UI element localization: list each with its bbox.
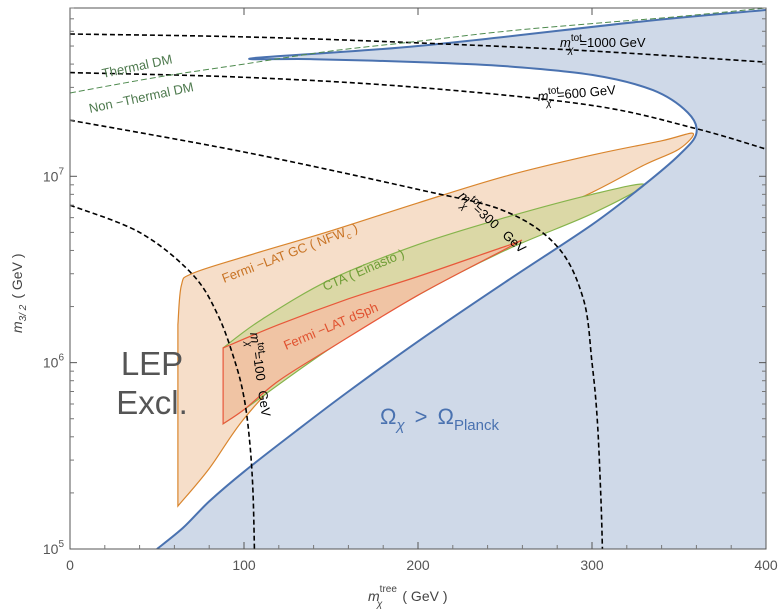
contour-mtot-1000 [70,33,766,63]
contour-mtot-300 [70,119,604,549]
omega-a-sub: χ [394,417,405,434]
label-contour-600: mtotχ=600 GeV [537,80,617,110]
label-contour-1000: mtot χ =1000 GeV [560,33,646,56]
sup: tot [548,85,560,97]
omega-b-sub: Planck [454,417,500,434]
fermi-gc-sub: c [345,230,353,241]
x-tick-label: 400 [754,557,778,573]
sup: tot [254,342,266,355]
x-axis-title: mtree χ ( GeV ) [368,584,448,610]
y-tick-label: 105 [43,539,65,557]
gev: GeV [255,389,274,417]
sup: tot [571,33,582,44]
y-tick-label: 107 [43,166,65,184]
x-tick-label: 200 [406,557,430,573]
sub: χ [567,45,574,56]
label-lep: LEP [121,345,183,382]
fermi-lat-dsph-region [222,239,523,425]
x-axis-sup: tree [380,584,398,595]
y-tick-label: 106 [43,353,65,371]
x-axis-m: m [368,588,380,604]
label-contour-100: mtotχ =100 GeV [241,331,276,418]
sub: χ [242,340,254,348]
label-excl: Excl. [116,384,188,421]
x-axis-unit: ( GeV ) [402,588,447,604]
x-tick-label: 0 [66,557,74,573]
x-tick-label: 300 [580,557,604,573]
omega-b: Ω [438,404,454,429]
m-letter: m [560,35,571,50]
y-axis-title: m3/ 2 ( GeV ) [9,254,29,333]
omega-excluded-region [157,10,766,549]
sub: χ [545,98,553,110]
fermi-gc-end: ) [350,220,359,236]
omega-a: Ω [380,404,396,429]
greater-than: > [415,404,428,429]
label-omega-excluded: Ωχ > ΩPlanck [380,404,499,434]
m-letter: m [247,331,263,344]
omega-boundary-line [156,9,766,549]
m-letter: m [537,88,549,104]
value: =100 [250,351,269,382]
y-axis-m: m [9,321,25,333]
y-axis-unit: ( GeV ) [9,254,25,299]
thermal-dm-line [70,8,766,94]
y-axis-sub: 3/ 2 [18,304,29,321]
x-tick-label: 100 [232,557,256,573]
contour-mtot-600 [70,71,766,150]
axis-ticks: 0 100 200 300 400 105 106 107 [43,7,778,573]
value: =600 GeV [556,82,616,102]
x-axis-sub: χ [376,599,383,610]
value: =1000 GeV [579,35,645,50]
contour-mtot-100 [70,204,256,549]
